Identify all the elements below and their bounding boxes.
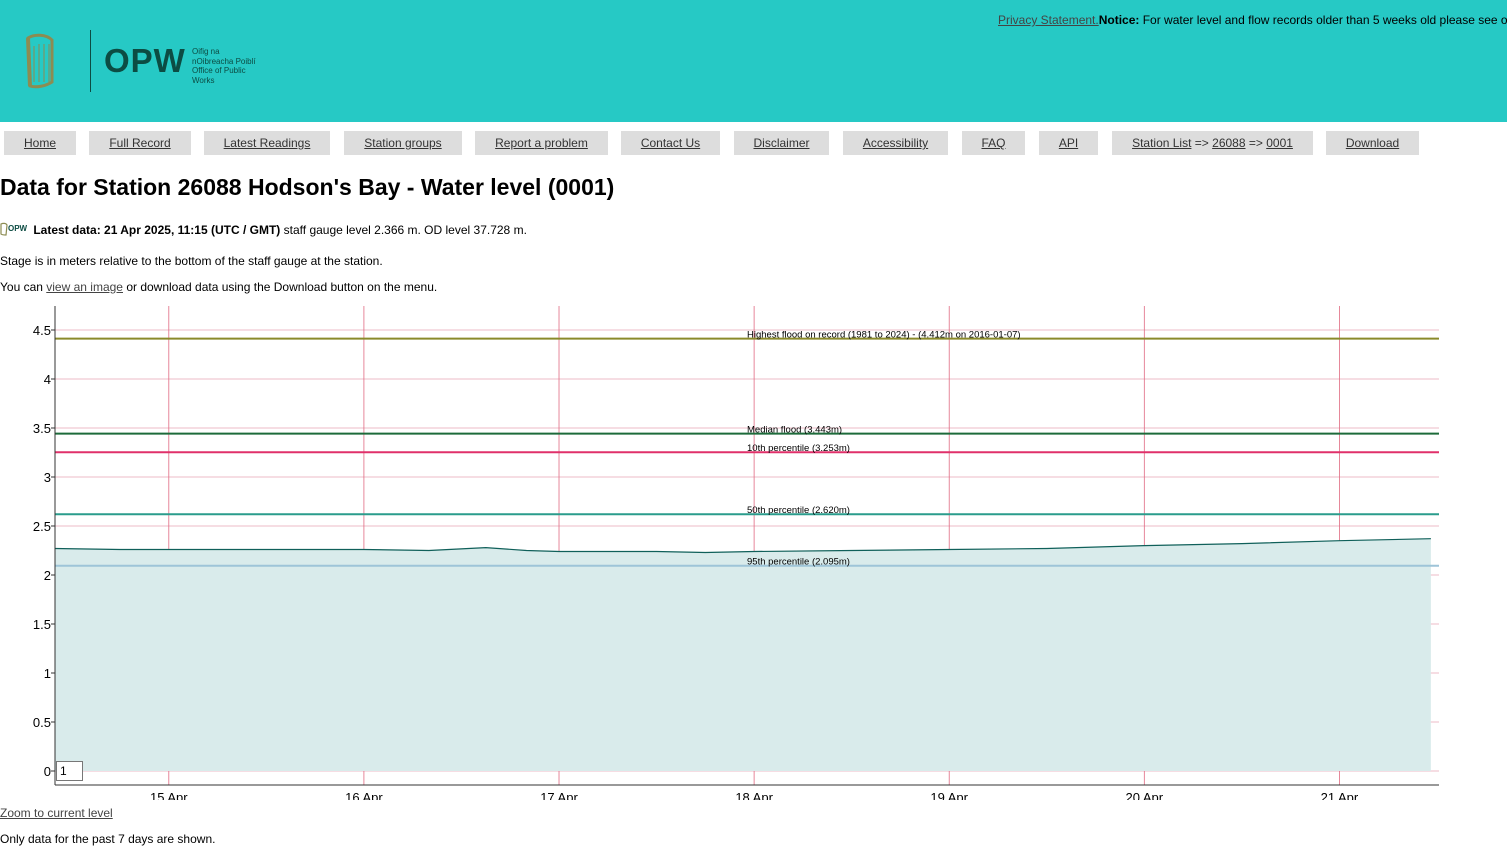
y-tick-label: 0	[44, 764, 51, 779]
y-tick-label: 2.5	[33, 519, 51, 534]
reference-line-label: Highest flood on record (1981 to 2024) -…	[747, 330, 1021, 341]
water-level-chart[interactable]: 0 0.5 1 1.5 2 2.5 3 3.5 4 4.5 15 Apr 16 Apr 17 Apr 18…	[0, 300, 1507, 800]
station-list-link[interactable]: Station List	[1132, 136, 1192, 150]
breadcrumb-arrow: =>	[1194, 136, 1209, 150]
nav-contact-us[interactable]: Contact Us	[621, 131, 720, 155]
nav-api[interactable]: API	[1039, 131, 1098, 155]
logo-subtitle: Oifig na nOibreacha Poiblí Office of Pub…	[192, 47, 262, 85]
notice-text: For water level and flow records older t…	[1139, 13, 1507, 27]
logo-subtitle-line: nOibreacha Poiblí	[192, 56, 256, 66]
nav-label[interactable]: API	[1058, 136, 1079, 150]
nav-label[interactable]: Latest Readings	[223, 136, 311, 150]
nav-label[interactable]: Report a problem	[495, 136, 588, 150]
nav-label[interactable]: Accessibility	[862, 136, 929, 150]
notice-banner: Privacy Statement.Notice: For water leve…	[998, 13, 1507, 27]
harp-icon	[26, 33, 54, 89]
nav-station-groups[interactable]: Station groups	[344, 131, 462, 155]
opw-logo[interactable]: OPW Oifig na nOibreacha Poiblí Office of…	[22, 28, 262, 94]
zoom-level-input[interactable]: 1	[56, 761, 83, 781]
nav-accessibility[interactable]: Accessibility	[843, 131, 948, 155]
site-header: OPW Oifig na nOibreacha Poiblí Office of…	[0, 0, 1507, 122]
x-tick-label: 19 Apr	[930, 790, 968, 800]
series-area-fill	[55, 538, 1431, 771]
nav-home[interactable]: Home	[4, 131, 76, 155]
stage-note: Stage is in meters relative to the botto…	[0, 254, 383, 268]
x-tick-label: 20 Apr	[1126, 790, 1164, 800]
logo-subtitle-line: Oifig na	[192, 47, 220, 56]
svg-text:OPW: OPW	[8, 224, 28, 233]
notice-label: Notice:	[1098, 13, 1140, 27]
nav-label[interactable]: FAQ	[981, 136, 1006, 150]
nav-full-record[interactable]: Full Record	[89, 131, 191, 155]
y-tick-label: 4.5	[33, 323, 51, 338]
x-tick-label: 18 Apr	[735, 790, 773, 800]
opw-mini-logo-icon: OPW	[0, 222, 30, 236]
y-tick-label: 1	[44, 666, 51, 681]
nav-label[interactable]: Full Record	[109, 136, 171, 150]
page-title: Data for Station 26088 Hodson's Bay - Wa…	[0, 174, 615, 200]
y-tick-label: 4	[44, 372, 51, 387]
series-line	[54, 538, 1431, 554]
logo-divider	[90, 30, 91, 92]
nav-label[interactable]: Download	[1345, 136, 1400, 150]
y-tick-label: 2	[44, 568, 51, 583]
nav-faq[interactable]: FAQ	[962, 131, 1025, 155]
nav-download[interactable]: Download	[1326, 131, 1419, 155]
nav-label[interactable]: Disclaimer	[753, 136, 810, 150]
nav-disclaimer[interactable]: Disclaimer	[734, 131, 829, 155]
reference-line-label: Median flood (3.443m)	[747, 425, 842, 436]
sensor-id-link[interactable]: 0001	[1266, 136, 1293, 150]
breadcrumb-arrow: =>	[1248, 136, 1263, 150]
nav-latest-readings[interactable]: Latest Readings	[204, 131, 330, 155]
main-nav: Home Full Record Latest Readings Station…	[0, 131, 1507, 155]
logo-subtitle-line: Office of Public Works	[192, 66, 246, 85]
nav-label[interactable]: Home	[23, 136, 56, 150]
station-id-link[interactable]: 26088	[1212, 136, 1246, 150]
download-note-prefix: You can	[0, 280, 47, 294]
reference-line-label: 50th percentile (2.620m)	[747, 505, 850, 516]
x-tick-label: 16 Apr	[345, 790, 383, 800]
y-tick-label: 3	[44, 470, 51, 485]
nav-station-breadcrumb: Station List => 26088 => 0001	[1112, 131, 1313, 155]
x-tick-label: 15 Apr	[150, 790, 188, 800]
opw-mini-logo-graphic: OPW	[0, 222, 28, 236]
latest-data-label: Latest data: 21 Apr 2025, 11:15 (UTC / G…	[33, 223, 281, 237]
logo-wordmark: OPW	[104, 42, 186, 79]
nav-label[interactable]: Station groups	[364, 136, 442, 150]
y-tick-label: 0.5	[33, 715, 51, 730]
reference-line-label: 95th percentile (2.095m)	[747, 557, 850, 568]
zoom-current-level-link[interactable]: Zoom to current level	[0, 806, 113, 820]
nav-label[interactable]: Contact Us	[640, 136, 701, 150]
x-tick-label: 17 Apr	[540, 790, 578, 800]
data-range-note: Only data for the past 7 days are shown.	[0, 832, 216, 846]
latest-data-line: OPW Latest data: 21 Apr 2025, 11:15 (UTC…	[0, 222, 527, 237]
reference-line-label: 10th percentile (3.253m)	[747, 443, 850, 454]
view-image-link[interactable]: view an image	[46, 280, 123, 294]
download-note: You can view an image or download data u…	[0, 280, 437, 294]
privacy-statement-link[interactable]: Privacy Statement.	[998, 13, 1099, 27]
x-tick-label: 21 Apr	[1321, 790, 1359, 800]
y-tick-label: 1.5	[33, 617, 51, 632]
download-note-suffix: or download data using the Download butt…	[122, 280, 438, 294]
latest-data-text: staff gauge level 2.366 m. OD level 37.7…	[280, 223, 527, 237]
nav-report-problem[interactable]: Report a problem	[475, 131, 608, 155]
y-tick-label: 3.5	[33, 421, 51, 436]
